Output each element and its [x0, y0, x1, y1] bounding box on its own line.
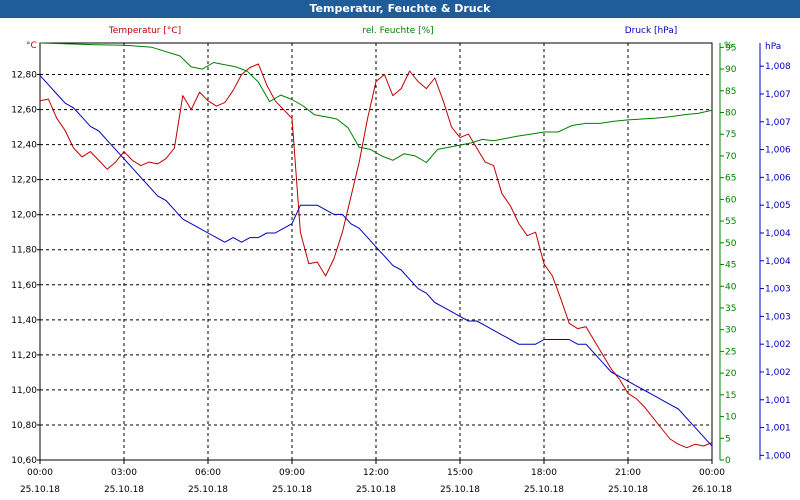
tick-label-x-time: 21:00 [615, 468, 641, 478]
tick-label-humidity: 25 [725, 347, 736, 357]
tick-labels-x: 00:00 25.10.18 03:00 25.10.18 06:00 25.10.18 0… [20, 460, 732, 495]
tick-label-humidity: 95 [725, 43, 736, 53]
series-layer [39, 42, 713, 449]
tick-label-x-time: 15:00 [447, 468, 473, 478]
tick-label-temperature: 11,40 [11, 316, 37, 326]
tick-label-pressure: 1,004 [765, 257, 791, 267]
series-line-humidity [39, 42, 713, 163]
tick-label-humidity: 45 [725, 261, 736, 271]
tick-label-pressure: 1,001 [765, 396, 791, 406]
tick-label-pressure: 1,006 [765, 146, 791, 156]
tick-label-humidity: 85 [725, 87, 736, 97]
tick-label-x-date: 25.10.18 [356, 485, 396, 495]
tick-label-x-date: 25.10.18 [272, 485, 312, 495]
axis-label-temperature: Temperatur [°C] [108, 26, 181, 36]
tick-label-humidity: 90 [725, 65, 737, 75]
tick-label-humidity: 70 [725, 152, 737, 162]
tick-label-humidity: 5 [725, 434, 731, 444]
tick-label-pressure: 1,006 [765, 173, 791, 183]
axis-unit-humidity: % [724, 41, 733, 51]
tick-label-x-time: 03:00 [111, 468, 137, 478]
tick-label-humidity: 60 [725, 195, 737, 205]
tick-label-pressure: 1,007 [765, 118, 791, 128]
tick-label-x-time: 00:00 [699, 468, 725, 478]
tick-label-pressure: 1,003 [765, 285, 791, 295]
tick-label-pressure: 1,005 [765, 201, 791, 211]
tick-label-pressure: 1,001 [765, 424, 791, 434]
tick-label-humidity: 0 [725, 456, 731, 466]
axis-unit-temperature: °C [26, 41, 37, 51]
tick-label-humidity: 20 [725, 369, 737, 379]
tick-label-x-time: 06:00 [195, 468, 221, 478]
axis-label-humidity: rel. Feuchte [%] [362, 26, 433, 36]
tick-label-temperature: 12,60 [11, 106, 37, 116]
tick-label-temperature: 12,00 [11, 211, 37, 221]
tick-label-humidity: 65 [725, 174, 736, 184]
tick-label-temperature: 11,80 [11, 246, 37, 256]
tick-label-pressure: 1,002 [765, 340, 791, 350]
tick-label-x-date: 25.10.18 [104, 485, 144, 495]
tick-label-x-date: 25.10.18 [524, 485, 564, 495]
tick-labels-pressure: 1,008 1,007 1,007 1,006 1,006 1,005 1,004 1,004… [760, 62, 791, 461]
tick-label-x-date: 25.10.18 [188, 485, 228, 495]
tick-label-x-time: 12:00 [363, 468, 389, 478]
tick-label-x-time: 00:00 [27, 468, 53, 478]
series-line-temperature [39, 63, 713, 449]
tick-label-humidity: 80 [725, 109, 737, 119]
tick-label-x-time: 09:00 [279, 468, 305, 478]
tick-label-pressure: 1,002 [765, 368, 791, 378]
tick-label-x-date: 25.10.18 [440, 485, 480, 495]
tick-label-x-date: 25.10.18 [608, 485, 648, 495]
tick-label-humidity: 30 [725, 326, 737, 336]
tick-label-pressure: 1,008 [765, 62, 791, 72]
tick-label-x-time: 18:00 [531, 468, 557, 478]
chart-canvas: °C Temperatur [°C] % rel. Feuchte [%] hP… [0, 18, 800, 500]
tick-label-temperature: 11,00 [11, 386, 37, 396]
tick-label-humidity: 35 [725, 304, 736, 314]
tick-label-temperature: 12,20 [11, 176, 37, 186]
tick-label-pressure: 1,007 [765, 90, 791, 100]
series-line-pressure [39, 75, 713, 447]
tick-label-pressure: 1,000 [765, 451, 791, 461]
chart-title: Temperatur, Feuchte & Druck [0, 0, 800, 18]
tick-label-x-date: 25.10.18 [20, 485, 60, 495]
tick-labels-temperature: 12,80 12,60 12,40 12,20 12,00 11,80 11,60 11,40… [11, 71, 40, 466]
axis-label-pressure: Druck [hPa] [625, 26, 678, 36]
tick-label-temperature: 11,20 [11, 351, 37, 361]
tick-label-temperature: 12,40 [11, 141, 37, 151]
tick-label-pressure: 1,003 [765, 312, 791, 322]
tick-label-temperature: 11,60 [11, 281, 37, 291]
tick-label-pressure: 1,004 [765, 229, 791, 239]
tick-label-humidity: 55 [725, 217, 736, 227]
tick-label-humidity: 75 [725, 130, 736, 140]
axis-unit-pressure: hPa [765, 42, 781, 52]
tick-label-temperature: 10,60 [11, 456, 37, 466]
tick-label-humidity: 10 [725, 413, 737, 423]
tick-label-x-date: 26.10.18 [692, 485, 732, 495]
tick-label-humidity: 40 [725, 282, 737, 292]
grid-lines [40, 43, 712, 460]
tick-label-humidity: 50 [725, 239, 737, 249]
tick-label-temperature: 10,80 [11, 421, 37, 431]
tick-label-temperature: 12,80 [11, 71, 37, 81]
tick-label-humidity: 15 [725, 391, 736, 401]
